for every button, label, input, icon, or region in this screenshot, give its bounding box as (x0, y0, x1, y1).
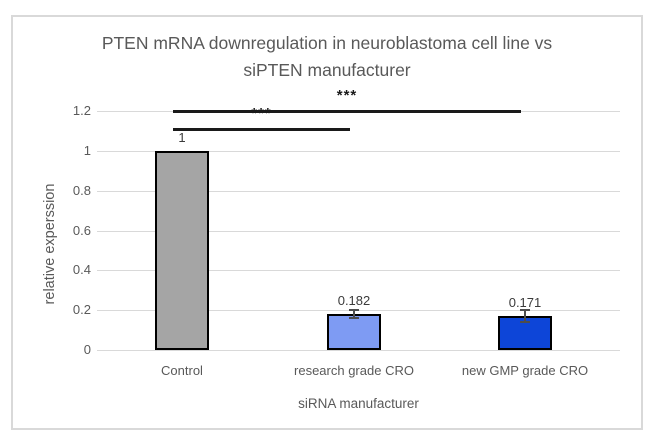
error-bar-cap (520, 309, 530, 311)
error-bar-cap (520, 320, 530, 323)
gridline (97, 270, 620, 272)
x-axis-title: siRNA manufacturer (298, 396, 419, 411)
x-category-label: Control (161, 363, 203, 378)
significance-line (173, 110, 521, 113)
y-tick-label: 0.2 (72, 302, 91, 318)
gridline (97, 350, 620, 351)
x-category-label: research grade CRO (294, 363, 414, 378)
y-tick-label: 1.2 (72, 103, 91, 119)
significance-stars: *** (336, 87, 358, 104)
bar-value-label: 0.182 (337, 292, 371, 308)
significance-line (173, 128, 350, 131)
gridline (97, 230, 620, 232)
bar-value-label: 0.171 (508, 294, 542, 310)
significance-stars: *** (251, 105, 272, 122)
bar-control (155, 151, 209, 350)
error-bar-cap (349, 316, 359, 319)
chart-container: PTEN mRNA downregulation in neuroblastom… (11, 15, 643, 430)
gridline (97, 190, 620, 192)
bar-research-grade-cro (327, 313, 381, 350)
error-bar-cap (349, 308, 359, 311)
y-tick-label: 0 (83, 342, 91, 357)
x-category-label: new GMP grade CRO (461, 363, 589, 378)
chart-title: PTEN mRNA downregulation in neuroblastom… (13, 30, 641, 84)
error-bar (353, 309, 355, 318)
error-bar (524, 310, 526, 322)
y-tick-label: 0.8 (72, 182, 91, 198)
y-tick-label: 0.6 (72, 222, 91, 238)
chart-title-line-2: siPTEN manufacturer (243, 60, 411, 80)
y-tick-label: 0.4 (72, 262, 91, 278)
y-tick-label: 1 (83, 143, 91, 158)
chart-title-line-1: PTEN mRNA downregulation in neuroblastom… (101, 33, 553, 53)
gridline (97, 151, 620, 152)
bar-value-label: 1 (178, 130, 186, 145)
